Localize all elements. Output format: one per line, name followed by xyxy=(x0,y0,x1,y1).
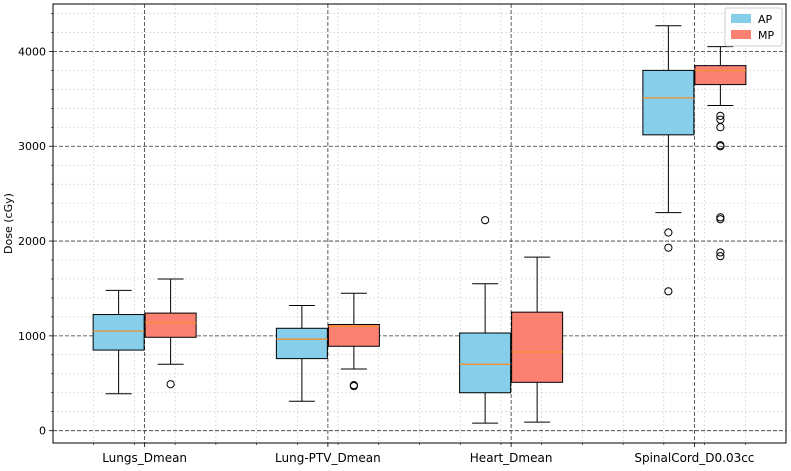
grid xyxy=(53,4,786,443)
y-tick-label: 1000 xyxy=(18,330,46,343)
legend: AP MP xyxy=(724,7,783,47)
boxes xyxy=(92,25,747,424)
box-body xyxy=(144,312,197,338)
flier-point xyxy=(716,111,725,120)
legend-label-ap: AP xyxy=(758,13,773,26)
flier-point xyxy=(716,215,725,224)
flier-point xyxy=(716,142,725,151)
y-tick-label: 4000 xyxy=(18,45,46,58)
box-mp-3 xyxy=(694,46,747,261)
flier-point xyxy=(716,252,725,261)
box-mp-0 xyxy=(144,278,197,389)
box-mp-1 xyxy=(327,292,380,391)
x-tick-label: Heart_Dmean xyxy=(470,451,553,465)
flier-point xyxy=(481,216,490,225)
box-ap-3 xyxy=(642,25,695,296)
y-tick-label: 2000 xyxy=(18,235,46,248)
y-axis-label: Dose (cGy) xyxy=(2,193,15,254)
x-tick-label: Lungs_Dmean xyxy=(102,451,187,465)
flier-point xyxy=(664,287,673,296)
legend-swatch-ap xyxy=(731,14,751,23)
flier-point xyxy=(349,382,358,391)
box-body xyxy=(642,69,695,136)
box-body xyxy=(92,314,145,351)
axes: 0 1000 2000 3000 4000 Lungs_Dmean Lung-PTV_Dme… xyxy=(18,13,754,465)
x-tick-label: SpinalCord_D0.03cc xyxy=(634,451,754,465)
box-body xyxy=(327,323,380,347)
legend-swatch-mp xyxy=(731,30,751,39)
y-tick-label: 0 xyxy=(39,425,46,438)
box-ap-1 xyxy=(275,305,328,402)
legend-label-mp: MP xyxy=(758,29,774,42)
box-body xyxy=(459,332,512,394)
flier-point xyxy=(664,243,673,252)
x-tick-label: Lung-PTV_Dmean xyxy=(275,451,381,465)
flier-point xyxy=(166,380,175,389)
box-ap-0 xyxy=(92,289,145,395)
box-body xyxy=(275,327,328,360)
box-body xyxy=(694,65,747,86)
flier-point xyxy=(716,123,725,132)
y-tick-label: 3000 xyxy=(18,140,46,153)
flier-point xyxy=(716,248,725,257)
flier-point xyxy=(664,228,673,237)
box-ap-2 xyxy=(459,216,512,424)
box-body xyxy=(511,311,564,383)
box-mp-2 xyxy=(511,256,564,423)
